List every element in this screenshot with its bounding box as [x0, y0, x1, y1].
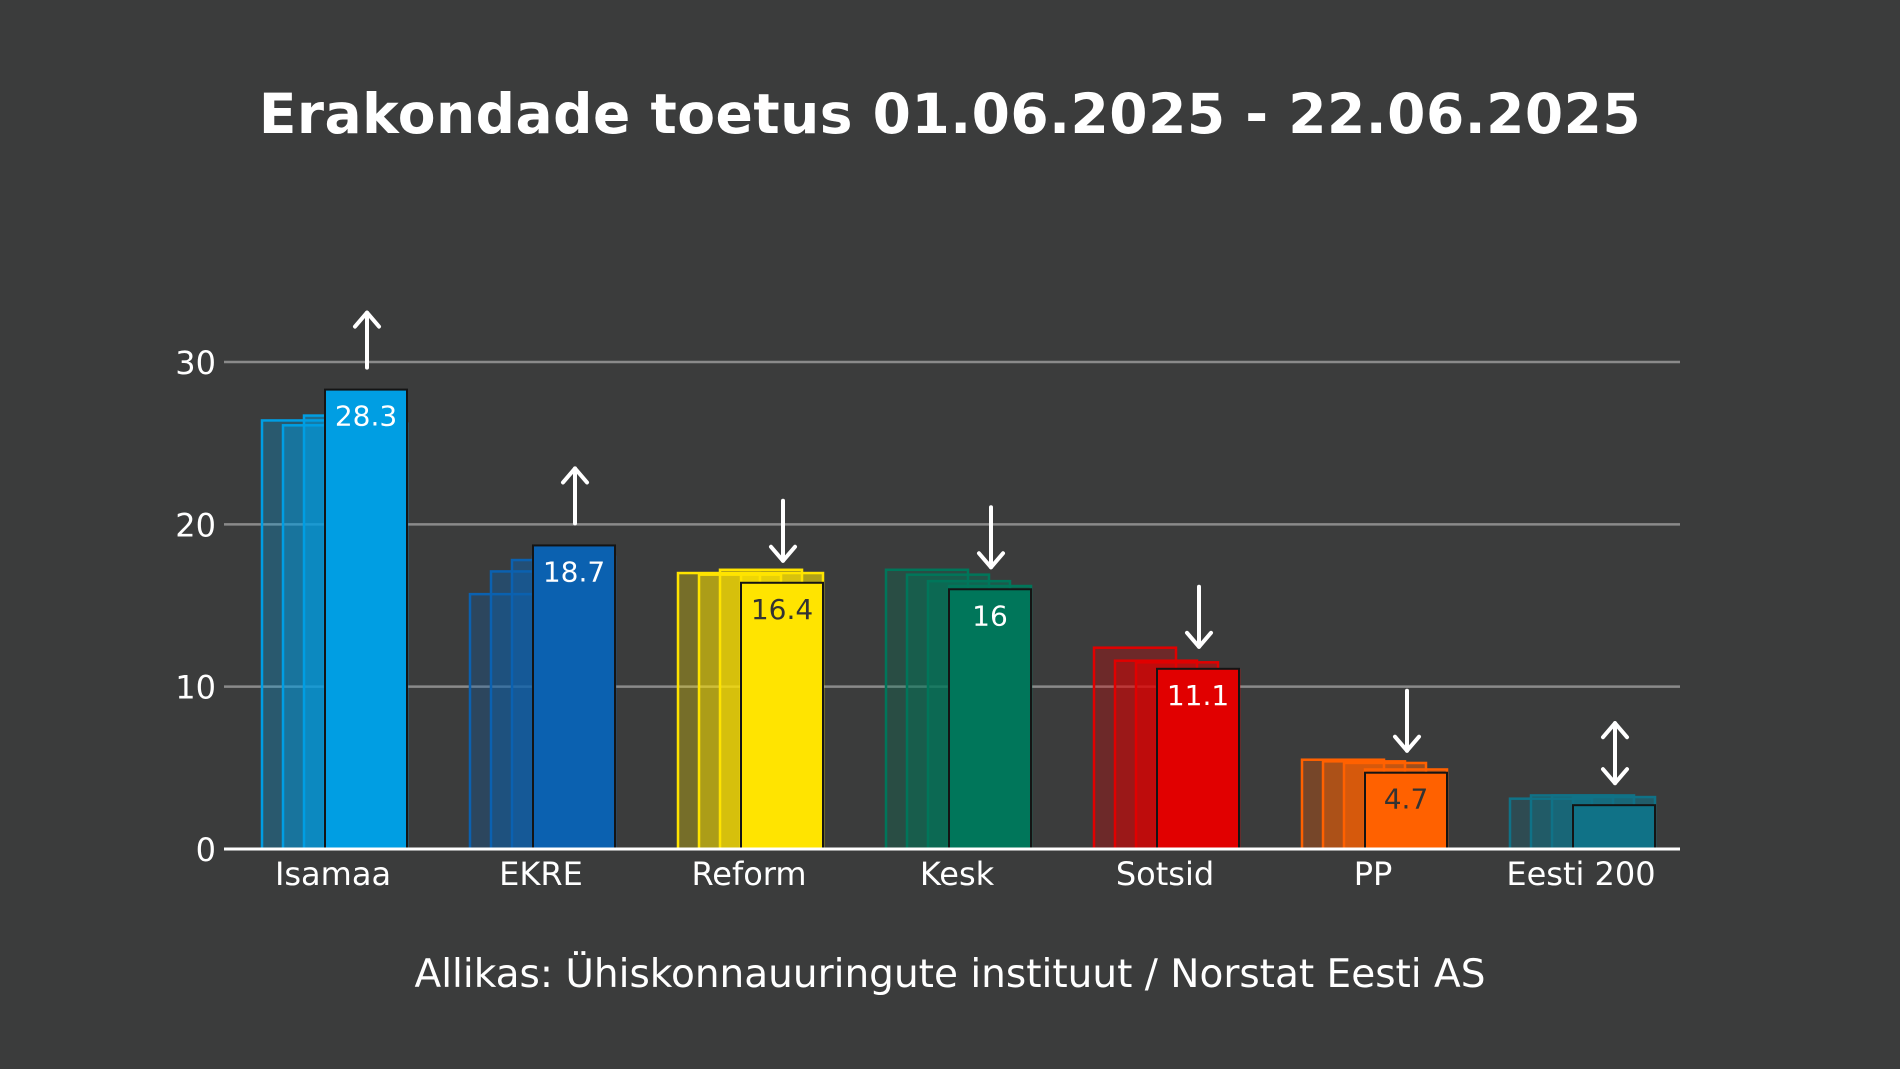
chart-source: Allikas: Ühiskonnauuringute instituut / …	[414, 952, 1486, 997]
bar	[532, 544, 616, 850]
data-label: 16	[972, 599, 1008, 632]
bar-group: 28.3	[260, 388, 409, 851]
data-label: 18.7	[543, 555, 605, 588]
x-tick-label: Kesk	[920, 855, 995, 893]
arrow-down-icon	[977, 505, 1005, 570]
bar	[1364, 771, 1448, 850]
bar-group: 16	[884, 568, 1033, 851]
y-tick-label: 30	[175, 344, 216, 382]
chart-title: Erakondade toetus 01.06.2025 - 22.06.202…	[258, 82, 1642, 146]
bar-group: 11.1	[1092, 646, 1241, 851]
x-tick-label: Eesti 200	[1506, 855, 1655, 893]
arrow-updown-icon	[1601, 721, 1629, 786]
bar-group: 16.4	[676, 568, 825, 851]
arrow-up-icon	[353, 310, 381, 370]
bar-group: 4.7	[1300, 758, 1449, 851]
x-tick-label: EKRE	[499, 855, 583, 893]
x-tick-label: Sotsid	[1116, 855, 1214, 893]
data-label: 4.7	[1384, 783, 1429, 816]
data-label: 11.1	[1167, 679, 1229, 712]
bar-group: 18.7	[468, 544, 617, 851]
bar	[948, 588, 1032, 850]
bar	[1572, 804, 1656, 850]
bar-group	[1508, 794, 1657, 851]
x-tick-label: Reform	[691, 855, 806, 893]
data-label: 28.3	[335, 400, 397, 433]
x-tick-label: PP	[1354, 855, 1393, 893]
x-tick-label: Isamaa	[275, 855, 391, 893]
arrow-down-icon	[1185, 584, 1213, 649]
y-tick-label: 0	[196, 831, 216, 869]
y-tick-label: 20	[175, 506, 216, 544]
arrow-down-icon	[769, 498, 797, 563]
arrow-up-icon	[561, 466, 589, 526]
bar	[324, 388, 408, 850]
data-label: 16.4	[751, 593, 813, 626]
arrow-down-icon	[1393, 688, 1421, 753]
y-tick-label: 10	[175, 669, 216, 707]
